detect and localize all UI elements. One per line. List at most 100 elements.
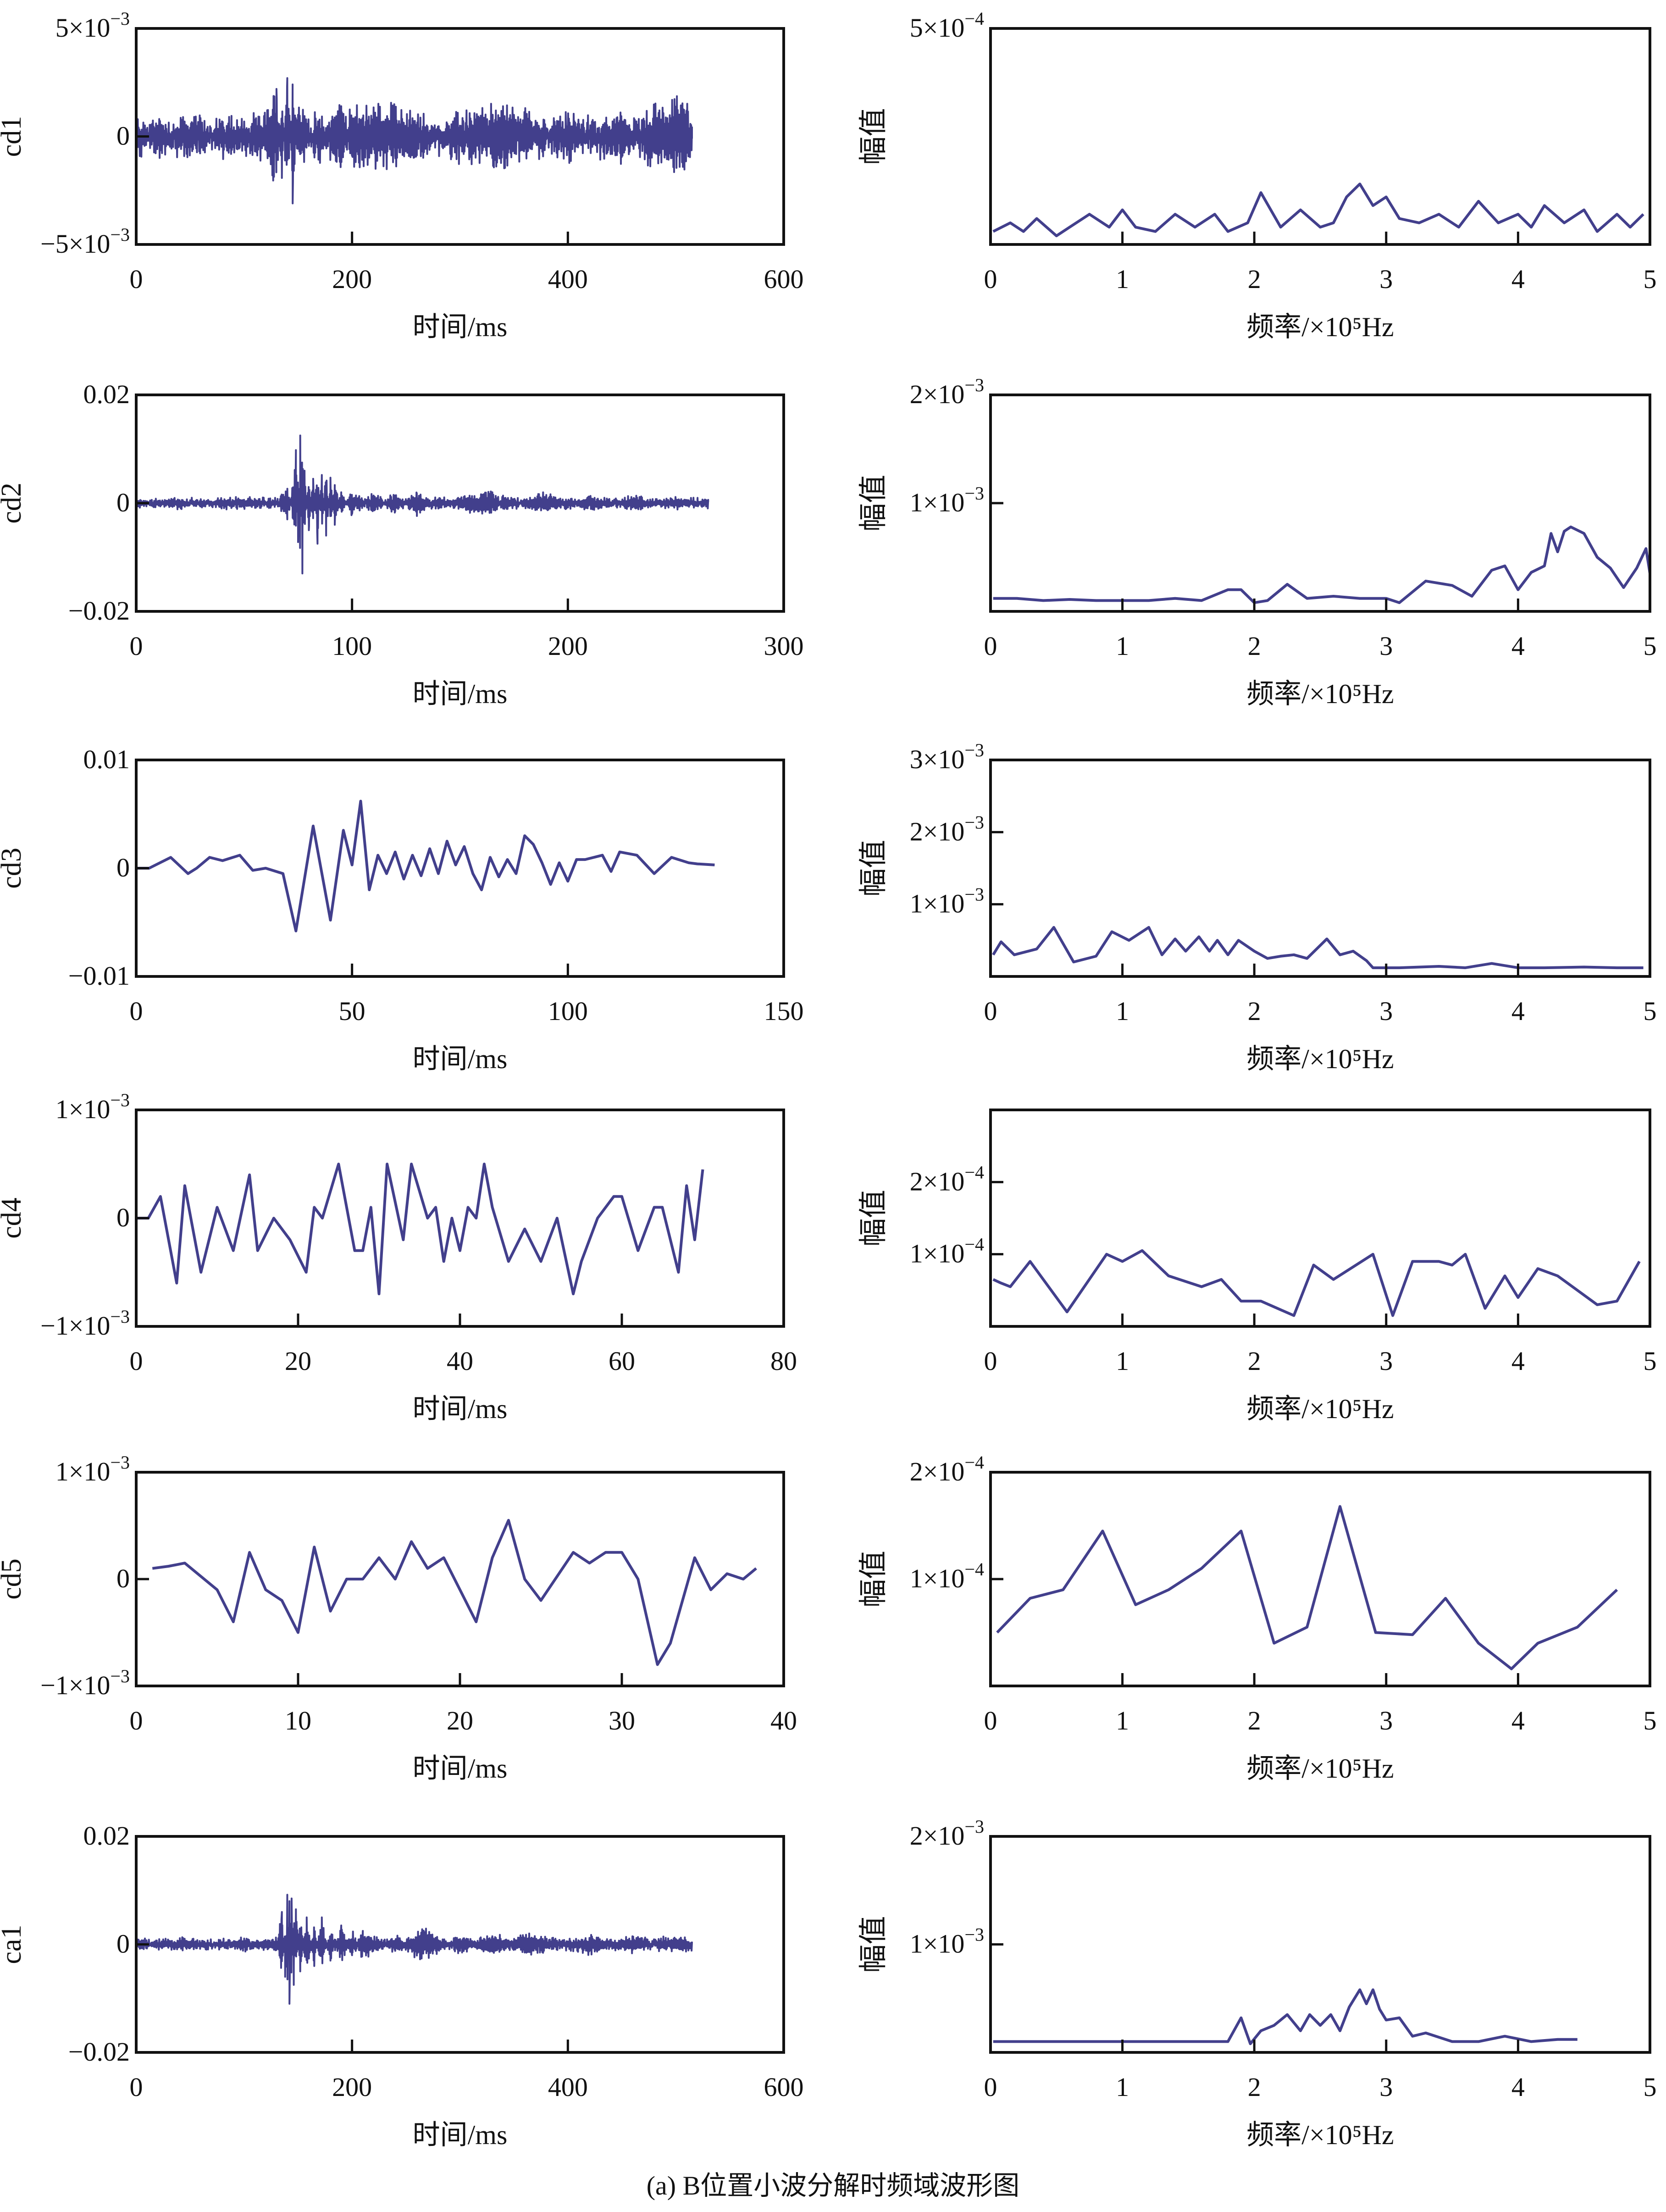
x-tick-label: 200 xyxy=(548,631,588,661)
series-line-cd3-time xyxy=(136,799,715,932)
x-tick-label: 150 xyxy=(764,996,804,1026)
x-axis-label: 频率/×10⁵Hz xyxy=(1246,2120,1394,2150)
x-tick-label: 4 xyxy=(1511,1706,1525,1735)
x-tick-label: 400 xyxy=(548,264,588,294)
x-tick-label: 2 xyxy=(1248,1706,1261,1735)
x-tick-label: 0 xyxy=(984,1346,997,1376)
x-tick-label: 600 xyxy=(764,2072,804,2102)
y-axis-label: 幅值 xyxy=(858,475,889,532)
x-axis-label: 时间/ms xyxy=(413,2120,508,2150)
x-tick-label: 1 xyxy=(1116,1346,1129,1376)
y-tick-label: 0 xyxy=(116,1929,130,1959)
subplot-cd2-freq: 0 1 2 3 4 5 1×10−3 2×10−3 频率/×10⁵Hz 幅值 xyxy=(858,375,1657,709)
y-tick-label: −0.01 xyxy=(68,961,130,991)
y-tick-label: 1×10−4 xyxy=(910,1234,984,1269)
x-tick-label: 40 xyxy=(447,1346,473,1376)
series-line-cd1-freq xyxy=(992,183,1644,238)
subplot-cd5-freq: 0 1 2 3 4 5 1×10−4 2×10−4 频率/×10⁵Hz 幅值 xyxy=(858,1452,1657,1784)
x-tick-label: 20 xyxy=(285,1346,311,1376)
y-axis-label: cd5 xyxy=(0,1558,27,1600)
y-tick-label: 0 xyxy=(116,853,130,882)
y-tick-label: 1×10−3 xyxy=(910,1924,984,1959)
series-line-cd4-time xyxy=(136,1163,704,1296)
y-tick-label: 0 xyxy=(116,488,130,517)
x-axis-label: 频率/×10⁵Hz xyxy=(1246,1753,1394,1784)
subplot-cd1-freq: 0 1 2 3 4 5 5×10−4 频率/×10⁵Hz 幅值 xyxy=(858,8,1657,342)
plot-frame xyxy=(989,759,1651,978)
x-tick-label: 100 xyxy=(548,996,588,1026)
y-tick-label: 0 xyxy=(116,121,130,151)
x-tick-label: 60 xyxy=(609,1346,635,1376)
y-tick-label: 2×10−4 xyxy=(910,1162,984,1196)
x-tick-label: 5 xyxy=(1644,264,1657,294)
y-axis-label: 幅值 xyxy=(858,840,889,897)
plot-frame xyxy=(989,394,1651,613)
x-tick-label: 0 xyxy=(984,2072,997,2102)
y-axis-label: cd3 xyxy=(0,848,27,889)
x-tick-label: 600 xyxy=(764,264,804,294)
y-axis-label: 幅值 xyxy=(858,1551,889,1608)
x-tick-label: 3 xyxy=(1379,1706,1393,1735)
y-axis-label: cd4 xyxy=(0,1197,27,1239)
x-tick-label: 5 xyxy=(1644,631,1657,661)
x-tick-label: 4 xyxy=(1511,1346,1525,1376)
y-tick-label: 0 xyxy=(116,1203,130,1232)
x-tick-label: 0 xyxy=(984,1706,997,1735)
x-tick-label: 0 xyxy=(130,1706,143,1735)
x-tick-label: 50 xyxy=(339,996,365,1026)
subplot-ca1-freq: 0 1 2 3 4 5 1×10−3 2×10−3 频率/×10⁵Hz 幅值 xyxy=(858,1816,1657,2150)
y-tick-label: 1×10−4 xyxy=(910,1559,984,1593)
x-tick-label: 100 xyxy=(332,631,372,661)
x-tick-label: 4 xyxy=(1511,2072,1525,2102)
x-tick-label: 3 xyxy=(1379,1346,1393,1376)
x-tick-label: 0 xyxy=(130,264,143,294)
x-tick-label: 3 xyxy=(1379,996,1393,1026)
x-axis-label: 时间/ms xyxy=(413,1044,508,1074)
x-tick-label: 30 xyxy=(609,1706,635,1735)
y-axis-label: 幅值 xyxy=(858,1916,889,1973)
x-tick-label: 4 xyxy=(1511,264,1525,294)
x-axis-label: 频率/×10⁵Hz xyxy=(1246,679,1394,709)
x-tick-label: 2 xyxy=(1248,1346,1261,1376)
x-axis-label: 频率/×10⁵Hz xyxy=(1246,1044,1394,1074)
plot-frame xyxy=(135,759,785,978)
x-axis-label: 时间/ms xyxy=(413,679,508,709)
y-tick-label: 1×10−3 xyxy=(910,483,984,517)
x-tick-label: 0 xyxy=(984,996,997,1026)
plot-frame xyxy=(135,1109,785,1328)
y-tick-label: 2×10−3 xyxy=(910,812,984,846)
x-axis-label: 时间/ms xyxy=(413,1394,508,1424)
y-tick-label: 5×10−3 xyxy=(55,8,130,43)
series-line-ca1-freq xyxy=(993,1988,1577,2046)
y-tick-label: 2×10−3 xyxy=(910,375,984,409)
series-line-cd5-time xyxy=(152,1519,757,1666)
x-tick-label: 3 xyxy=(1379,2072,1393,2102)
x-tick-label: 10 xyxy=(285,1706,311,1735)
y-tick-label: 1×10−3 xyxy=(55,1090,130,1124)
y-tick-label: 0.02 xyxy=(83,1821,130,1851)
x-tick-label: 0 xyxy=(130,2072,143,2102)
figure-caption: (a) B位置小波分解时频域波形图 xyxy=(646,2171,1020,2201)
x-tick-label: 3 xyxy=(1379,264,1393,294)
series-line-cd2-time xyxy=(135,434,709,575)
y-tick-label: −1×10−3 xyxy=(40,1666,130,1700)
x-tick-label: 1 xyxy=(1116,264,1129,294)
y-tick-label: −0.02 xyxy=(68,2037,130,2067)
x-tick-label: 3 xyxy=(1379,631,1393,661)
x-axis-label: 时间/ms xyxy=(413,312,508,342)
x-tick-label: 20 xyxy=(447,1706,473,1735)
x-tick-label: 5 xyxy=(1644,1346,1657,1376)
x-tick-label: 300 xyxy=(764,631,804,661)
series-line-ca1-time xyxy=(135,1894,693,2005)
x-tick-label: 4 xyxy=(1511,631,1525,661)
x-axis-label: 频率/×10⁵Hz xyxy=(1246,312,1394,342)
y-tick-label: 2×10−3 xyxy=(910,1816,984,1851)
y-tick-label: 5×10−4 xyxy=(910,8,984,43)
y-axis-label: 幅值 xyxy=(858,108,889,165)
x-tick-label: 1 xyxy=(1116,1706,1129,1735)
